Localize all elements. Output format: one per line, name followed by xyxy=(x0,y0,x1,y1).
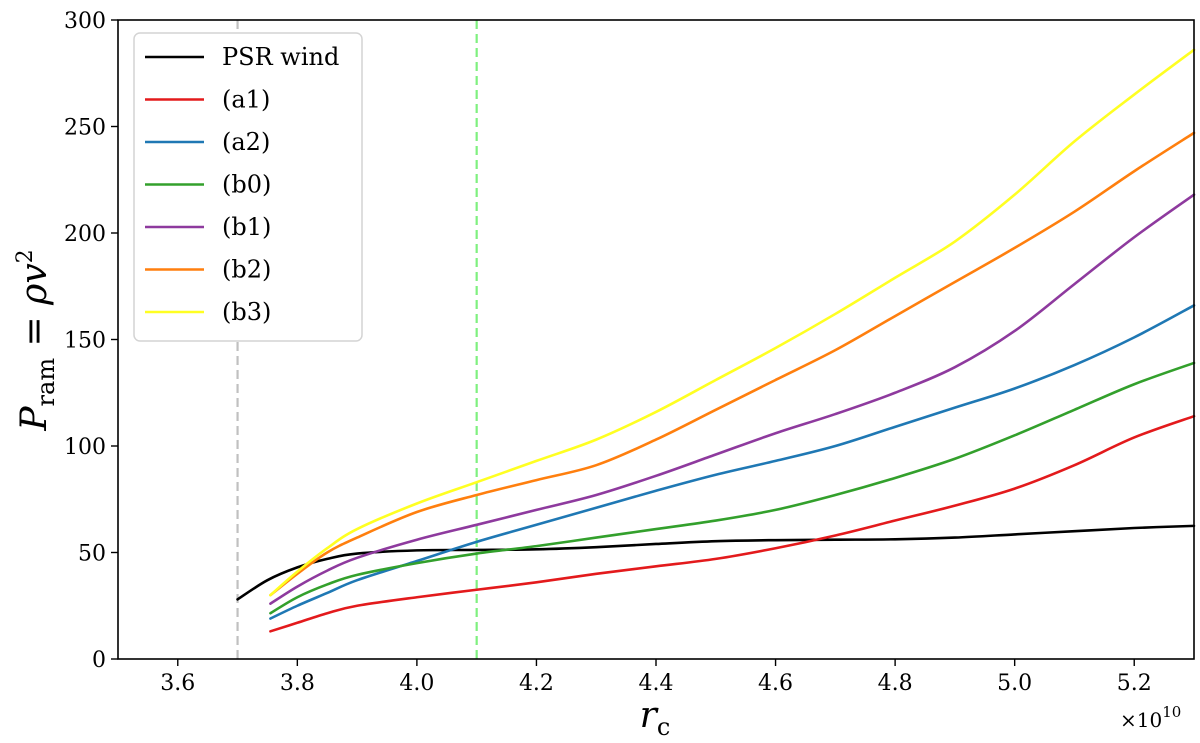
y-tick-label: 50 xyxy=(78,542,106,567)
legend-label-b1: (b1) xyxy=(222,213,271,241)
legend-label-b3: (b3) xyxy=(222,298,271,326)
series-line-psr-wind xyxy=(236,524,1196,601)
x-tick-label: 4.2 xyxy=(519,671,554,696)
x-scale-label: ×1010 xyxy=(1120,703,1181,732)
x-tick-label: 4.0 xyxy=(399,671,434,696)
x-axis-label: rc xyxy=(640,695,671,741)
legend-box xyxy=(133,32,363,342)
legend-label-b0: (b0) xyxy=(222,171,271,199)
y-tick-label: 300 xyxy=(64,9,106,34)
x-tick-label: 5.2 xyxy=(1117,671,1152,696)
y-tick-label: 150 xyxy=(64,329,106,354)
series-line-b3 xyxy=(269,48,1196,597)
legend-label-psr-wind: PSR wind xyxy=(222,43,339,71)
legend-label-a1: (a1) xyxy=(222,86,270,114)
y-tick-label: 250 xyxy=(64,116,106,141)
x-tick-label: 5.0 xyxy=(997,671,1032,696)
y-axis-label: Pram = ρv2 xyxy=(13,249,60,431)
x-tick-label: 4.4 xyxy=(639,671,674,696)
y-tick-label: 200 xyxy=(64,222,106,247)
x-tick-label: 4.8 xyxy=(878,671,913,696)
legend-label-b2: (b2) xyxy=(222,256,271,284)
series-line-a1 xyxy=(269,414,1196,633)
x-tick-label: 3.6 xyxy=(160,671,195,696)
y-tick-label: 100 xyxy=(64,435,106,460)
legend-label-a2: (a2) xyxy=(222,128,270,156)
legend: PSR wind (a1) (a2) (b0) (b1) (b2) (b3) xyxy=(133,32,363,342)
series-line-b0 xyxy=(269,361,1196,615)
x-tick-label: 4.6 xyxy=(758,671,793,696)
x-tick-label: 3.8 xyxy=(280,671,315,696)
y-tick-label: 0 xyxy=(92,648,106,673)
series-line-a2 xyxy=(269,304,1196,620)
series-line-b1 xyxy=(269,193,1196,605)
series-line-b2 xyxy=(269,131,1196,597)
x-scale-exponent: 10 xyxy=(1162,703,1181,721)
